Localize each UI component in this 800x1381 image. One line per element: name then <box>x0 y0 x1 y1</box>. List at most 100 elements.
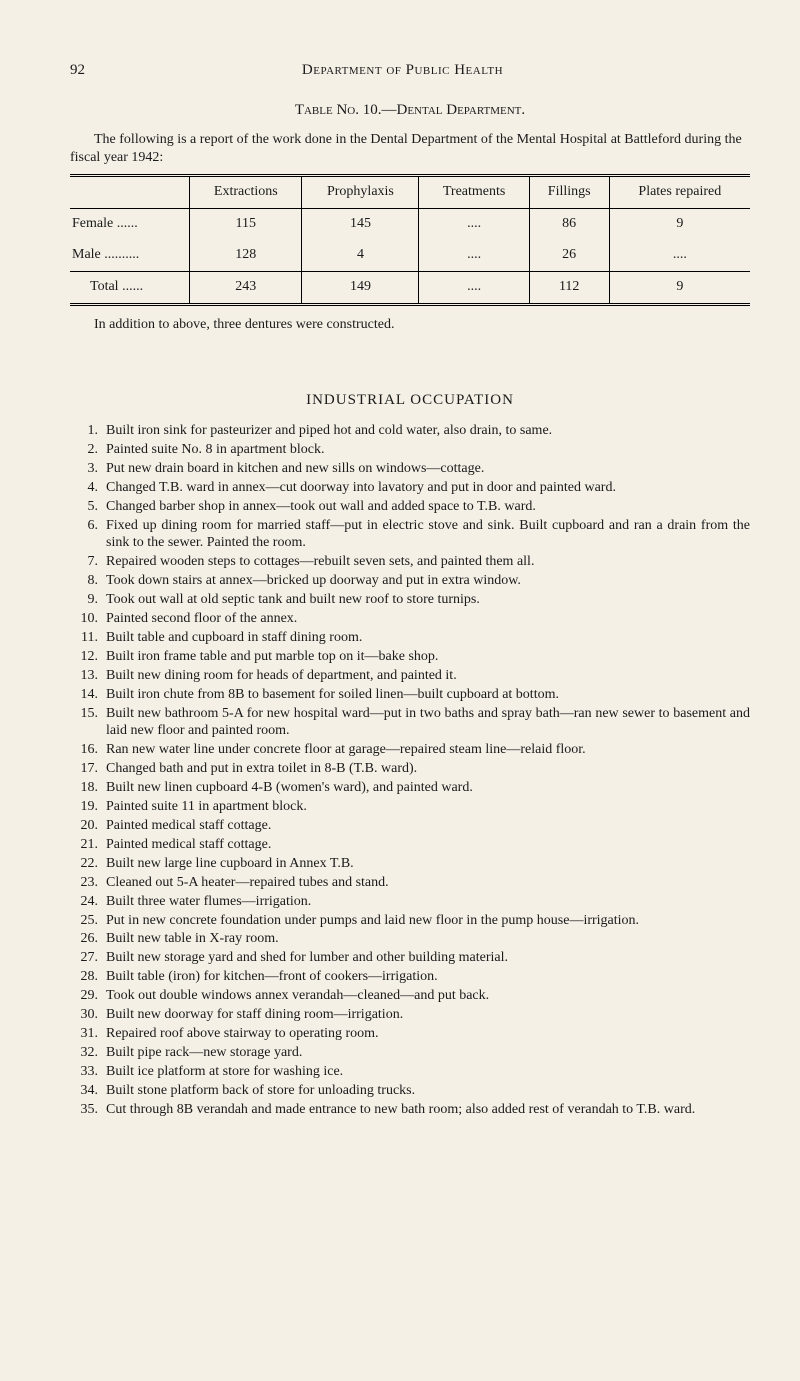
cell: 115 <box>190 209 302 240</box>
list-item: 21.Painted medical staff cottage. <box>70 836 750 854</box>
item-number: 15. <box>70 705 106 741</box>
list-item: 35.Cut through 8B verandah and made entr… <box>70 1101 750 1119</box>
item-text: Put new drain board in kitchen and new s… <box>106 460 750 478</box>
cell: .... <box>609 240 750 271</box>
list-item: 15.Built new bathroom 5-A for new hospit… <box>70 705 750 741</box>
table-intro: The following is a report of the work do… <box>70 131 750 169</box>
cell: 145 <box>302 209 419 240</box>
list-item: 29.Took out double windows annex veranda… <box>70 987 750 1005</box>
item-text: Took down stairs at annex—bricked up doo… <box>106 572 750 590</box>
list-item: 12.Built iron frame table and put marble… <box>70 648 750 666</box>
list-item: 17.Changed bath and put in extra toilet … <box>70 760 750 778</box>
item-text: Took out wall at old septic tank and bui… <box>106 591 750 609</box>
item-text: Built new storage yard and shed for lumb… <box>106 949 750 967</box>
cell: .... <box>419 271 529 304</box>
list-item: 28.Built table (iron) for kitchen—front … <box>70 968 750 986</box>
list-item: 2.Painted suite No. 8 in apartment block… <box>70 441 750 459</box>
item-text: Built table (iron) for kitchen—front of … <box>106 968 750 986</box>
item-number: 8. <box>70 572 106 590</box>
item-number: 12. <box>70 648 106 666</box>
cell: .... <box>419 240 529 271</box>
item-number: 26. <box>70 930 106 948</box>
page-title: Department of Public Health <box>85 60 720 80</box>
list-item: 16.Ran new water line under concrete flo… <box>70 741 750 759</box>
item-text: Changed barber shop in annex—took out wa… <box>106 498 750 516</box>
item-number: 30. <box>70 1006 106 1024</box>
col-extractions: Extractions <box>190 176 302 209</box>
cell: 86 <box>529 209 609 240</box>
col-plates: Plates repaired <box>609 176 750 209</box>
item-number: 13. <box>70 667 106 685</box>
list-item: 30.Built new doorway for staff dining ro… <box>70 1006 750 1024</box>
item-number: 21. <box>70 836 106 854</box>
item-number: 18. <box>70 779 106 797</box>
table-addendum: In addition to above, three dentures wer… <box>70 316 750 335</box>
item-text: Built iron frame table and put marble to… <box>106 648 750 666</box>
list-item: 1.Built iron sink for pasteurizer and pi… <box>70 422 750 440</box>
list-item: 27.Built new storage yard and shed for l… <box>70 949 750 967</box>
item-text: Built new doorway for staff dining room—… <box>106 1006 750 1024</box>
col-treatments: Treatments <box>419 176 529 209</box>
item-number: 17. <box>70 760 106 778</box>
table-row: Female ...... 115 145 .... 86 9 <box>70 209 750 240</box>
item-text: Built pipe rack—new storage yard. <box>106 1044 750 1062</box>
item-text: Put in new concrete foundation under pum… <box>106 912 750 930</box>
item-number: 31. <box>70 1025 106 1043</box>
item-number: 2. <box>70 441 106 459</box>
cell: 128 <box>190 240 302 271</box>
list-item: 14.Built iron chute from 8B to basement … <box>70 686 750 704</box>
table-total-row: Total ...... 243 149 .... 112 9 <box>70 271 750 304</box>
cell: 26 <box>529 240 609 271</box>
list-item: 20.Painted medical staff cottage. <box>70 817 750 835</box>
item-number: 11. <box>70 629 106 647</box>
list-item: 5.Changed barber shop in annex—took out … <box>70 498 750 516</box>
item-text: Painted medical staff cottage. <box>106 817 750 835</box>
item-text: Cut through 8B verandah and made entranc… <box>106 1101 750 1119</box>
list-item: 8.Took down stairs at annex—bricked up d… <box>70 572 750 590</box>
item-number: 27. <box>70 949 106 967</box>
item-text: Built new large line cupboard in Annex T… <box>106 855 750 873</box>
item-text: Built new linen cupboard 4-B (women's wa… <box>106 779 750 797</box>
cell: 9 <box>609 271 750 304</box>
item-text: Built new table in X-ray room. <box>106 930 750 948</box>
list-item: 26.Built new table in X-ray room. <box>70 930 750 948</box>
cell: .... <box>419 209 529 240</box>
item-number: 32. <box>70 1044 106 1062</box>
list-item: 25.Put in new concrete foundation under … <box>70 912 750 930</box>
item-number: 28. <box>70 968 106 986</box>
list-item: 19.Painted suite 11 in apartment block. <box>70 798 750 816</box>
list-item: 22.Built new large line cupboard in Anne… <box>70 855 750 873</box>
item-text: Built table and cupboard in staff dining… <box>106 629 750 647</box>
item-number: 4. <box>70 479 106 497</box>
item-text: Changed T.B. ward in annex—cut doorway i… <box>106 479 750 497</box>
item-number: 16. <box>70 741 106 759</box>
item-text: Took out double windows annex verandah—c… <box>106 987 750 1005</box>
list-item: 9.Took out wall at old septic tank and b… <box>70 591 750 609</box>
list-item: 18.Built new linen cupboard 4-B (women's… <box>70 779 750 797</box>
table-caption: Table No. 10.—Dental Department. <box>70 100 750 120</box>
item-text: Ran new water line under concrete floor … <box>106 741 750 759</box>
list-item: 23.Cleaned out 5-A heater—repaired tubes… <box>70 874 750 892</box>
item-text: Built iron chute from 8B to basement for… <box>106 686 750 704</box>
item-text: Built stone platform back of store for u… <box>106 1082 750 1100</box>
item-number: 10. <box>70 610 106 628</box>
item-number: 35. <box>70 1101 106 1119</box>
item-number: 24. <box>70 893 106 911</box>
dental-table: Extractions Prophylaxis Treatments Filli… <box>70 174 750 306</box>
list-item: 7.Repaired wooden steps to cottages—rebu… <box>70 553 750 571</box>
item-text: Cleaned out 5-A heater—repaired tubes an… <box>106 874 750 892</box>
item-number: 33. <box>70 1063 106 1081</box>
col-prophylaxis: Prophylaxis <box>302 176 419 209</box>
row-label: Female ...... <box>70 209 190 240</box>
item-text: Built new bathroom 5-A for new hospital … <box>106 705 750 741</box>
item-text: Repaired roof above stairway to operatin… <box>106 1025 750 1043</box>
table-header-row: Extractions Prophylaxis Treatments Filli… <box>70 176 750 209</box>
item-number: 22. <box>70 855 106 873</box>
cell: 243 <box>190 271 302 304</box>
item-number: 23. <box>70 874 106 892</box>
col-blank <box>70 176 190 209</box>
item-text: Built ice platform at store for washing … <box>106 1063 750 1081</box>
item-number: 9. <box>70 591 106 609</box>
item-number: 34. <box>70 1082 106 1100</box>
item-text: Painted suite 11 in apartment block. <box>106 798 750 816</box>
